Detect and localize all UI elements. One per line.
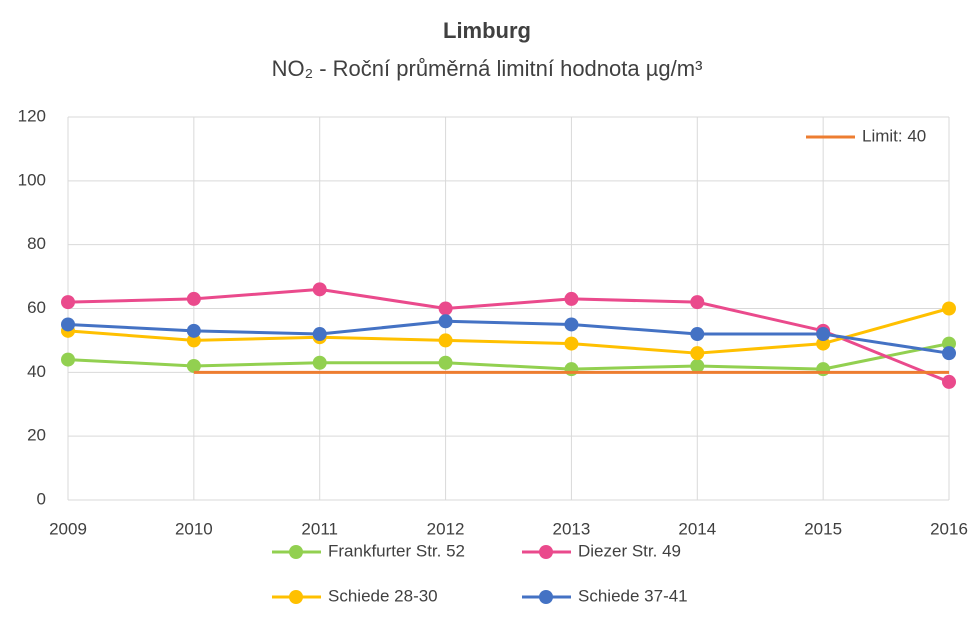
data-point [186, 358, 201, 373]
data-point [942, 374, 956, 389]
legend-marker [539, 545, 553, 559]
data-point [438, 301, 453, 316]
data-point [690, 327, 705, 342]
x-tick-label: 2013 [553, 519, 591, 538]
data-point [61, 352, 75, 367]
legend-marker [289, 590, 303, 604]
y-tick-label: 80 [27, 234, 46, 253]
x-tick-label: 2015 [804, 519, 842, 538]
data-point [690, 358, 705, 373]
y-tick-label: 120 [18, 106, 46, 125]
legend-label: Limit: 40 [862, 126, 926, 145]
legend-label: Schiede 28-30 [328, 586, 438, 605]
data-point [312, 327, 327, 342]
y-tick-label: 20 [27, 426, 46, 445]
chart-title: Limburg [443, 18, 531, 43]
series-line [67, 287, 950, 384]
series-line [67, 307, 950, 355]
x-tick-label: 2009 [49, 519, 87, 538]
x-tick-label: 2016 [930, 519, 968, 538]
data-point [942, 301, 956, 316]
series-line [67, 319, 950, 355]
data-point [564, 291, 579, 306]
data-point [186, 323, 201, 338]
data-point [186, 291, 201, 306]
x-tick-label: 2011 [301, 519, 338, 538]
x-tick-label: 2014 [678, 519, 716, 538]
legend-label: Schiede 37-41 [578, 586, 688, 605]
chart-subtitle: NO₂ - Roční průměrná limitní hodnota µg/… [272, 56, 703, 81]
data-point [564, 336, 579, 351]
legend-marker [289, 545, 303, 559]
legend-label: Diezer Str. 49 [578, 541, 681, 560]
data-point [564, 317, 579, 332]
x-tick-label: 2010 [175, 519, 213, 538]
data-point [186, 333, 201, 348]
data-point [690, 346, 705, 361]
data-point [312, 282, 327, 297]
data-point [816, 336, 831, 351]
data-point [942, 336, 956, 351]
y-tick-label: 40 [27, 362, 46, 381]
y-tick-label: 100 [18, 170, 46, 189]
y-tick-label: 0 [37, 489, 46, 508]
data-point [564, 362, 579, 377]
data-point [61, 317, 75, 332]
legend-marker [539, 590, 553, 604]
x-tick-label: 2012 [427, 519, 465, 538]
data-point [312, 355, 327, 370]
series-line [67, 342, 950, 371]
legend-label: Frankfurter Str. 52 [328, 541, 465, 560]
data-point [61, 295, 75, 310]
data-point [816, 362, 831, 377]
data-point [816, 327, 831, 342]
y-tick-label: 60 [27, 298, 46, 317]
data-point [438, 355, 453, 370]
data-point [438, 333, 453, 348]
data-point [942, 346, 956, 361]
data-point [438, 314, 453, 329]
data-point [690, 295, 705, 310]
